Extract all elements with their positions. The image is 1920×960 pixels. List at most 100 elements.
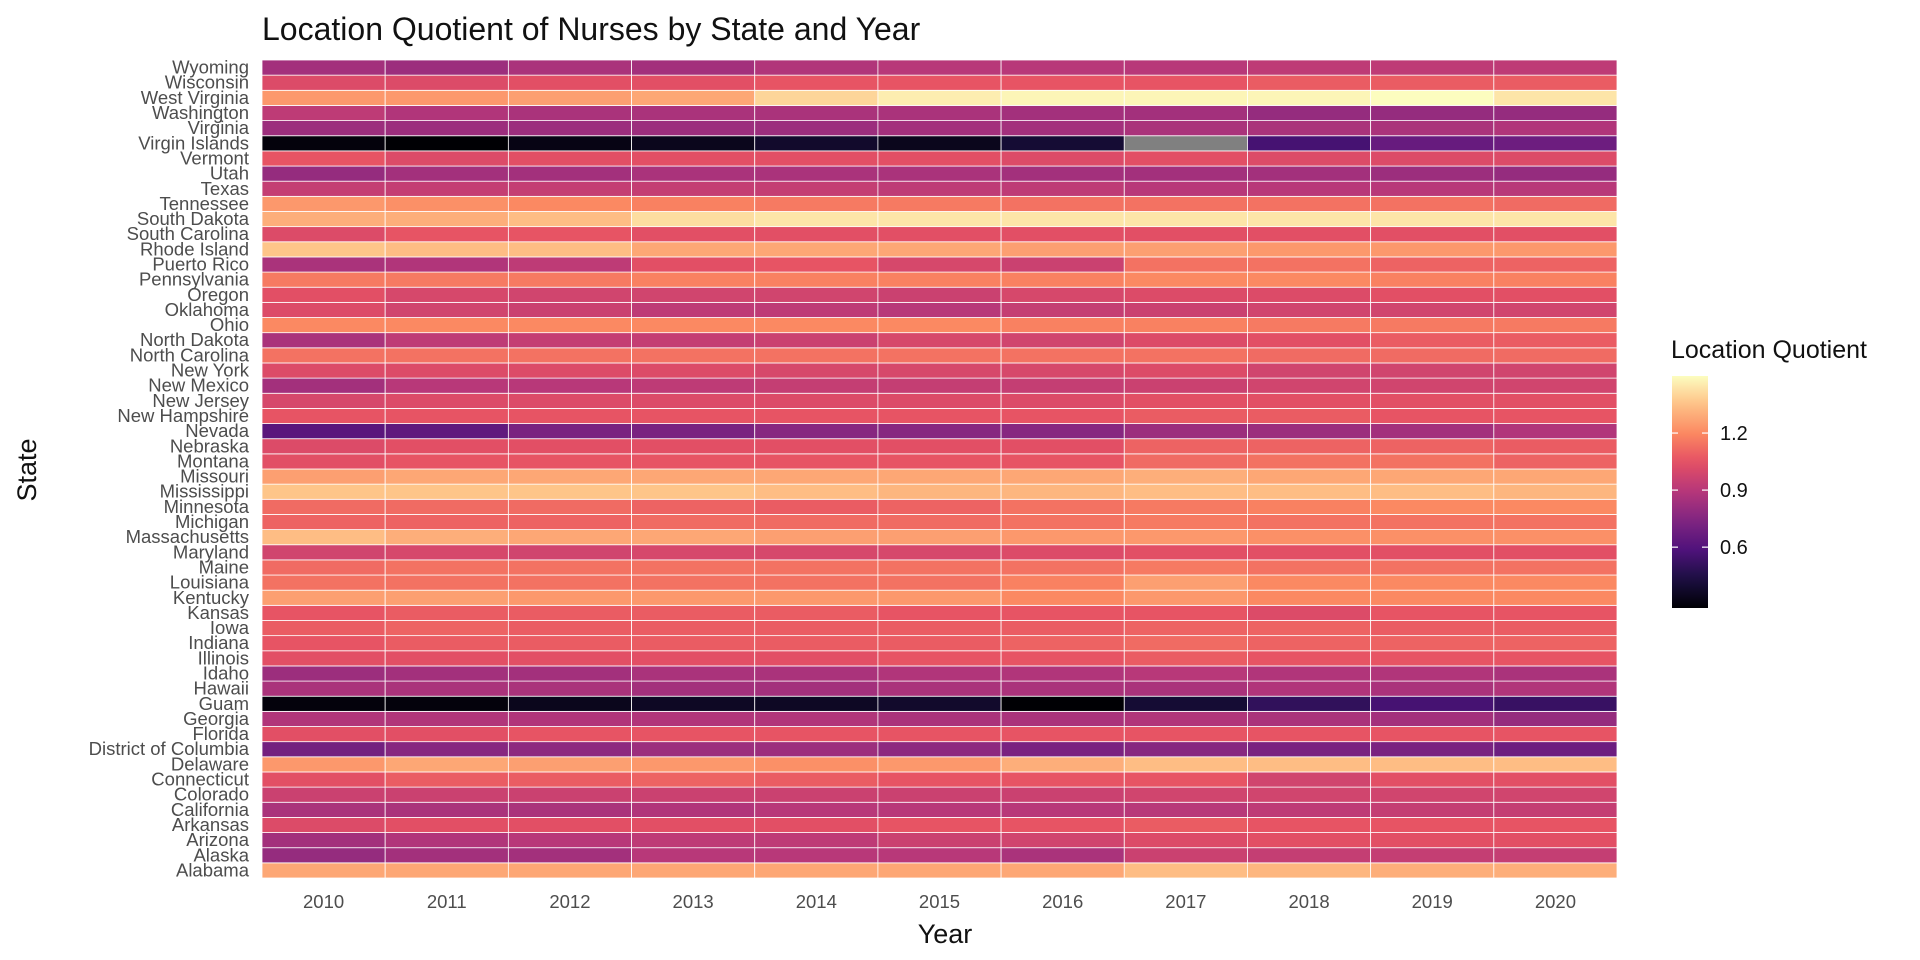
heatmap-cell (384, 195, 509, 212)
heatmap-cell (1370, 817, 1495, 833)
heatmap-cell (1493, 862, 1618, 879)
legend-title: Location Quotient (1671, 336, 1867, 364)
heatmap-cell (1493, 832, 1618, 849)
heatmap-cell (384, 529, 509, 546)
heatmap-cell (1493, 59, 1618, 76)
heatmap-cell (1123, 317, 1248, 334)
heatmap-cell (261, 438, 386, 455)
y-tick-label: Montana (177, 450, 250, 471)
heatmap-cell (1247, 453, 1372, 470)
heatmap-cell (261, 862, 386, 879)
heatmap-cell (384, 468, 509, 485)
x-tick-label: 2010 (303, 891, 344, 912)
x-tick-label: 2016 (1042, 891, 1083, 912)
y-tick-label: Maine (199, 556, 249, 577)
heatmap-cell (1370, 408, 1495, 424)
heatmap-cell (631, 862, 756, 879)
heatmap-cell (1000, 74, 1125, 91)
heatmap-cell (1493, 256, 1618, 273)
heatmap-cell (877, 468, 1002, 485)
heatmap-cell (754, 801, 879, 818)
heatmap-cell (1370, 498, 1495, 515)
heatmap-cell (1000, 786, 1125, 803)
heatmap-cell (507, 347, 632, 364)
heatmap-cell (877, 105, 1002, 121)
heatmap-cell (877, 726, 1002, 743)
heatmap-cell (1493, 438, 1618, 455)
heatmap-cell (754, 710, 879, 727)
heatmap-cell (1000, 756, 1125, 773)
heatmap-cell (631, 135, 756, 152)
heatmap-cell (261, 59, 386, 76)
heatmap-cell (1000, 832, 1125, 849)
heatmap-cell (631, 695, 756, 712)
heatmap-cell (1493, 468, 1618, 485)
heatmap-cell (261, 514, 386, 530)
heatmap-cell (1247, 256, 1372, 273)
heatmap-cell (1370, 801, 1495, 818)
heatmap-cell (877, 347, 1002, 364)
heatmap-cell (261, 650, 386, 667)
heatmap-cell (384, 362, 509, 379)
heatmap-cell (1247, 468, 1372, 485)
heatmap-cell (631, 741, 756, 758)
heatmap-cell (1123, 453, 1248, 470)
heatmap-cell (261, 347, 386, 364)
heatmap-cell (1000, 483, 1125, 500)
x-tick-label: 2015 (919, 891, 960, 912)
heatmap-cell (754, 59, 879, 76)
heatmap-cell (507, 574, 632, 591)
heatmap-cell (261, 301, 386, 318)
heatmap-cell (1247, 135, 1372, 152)
heatmap-cell (877, 317, 1002, 334)
heatmap-cell (1370, 483, 1495, 500)
heatmap-cell (1000, 514, 1125, 530)
heatmap-cell (1247, 680, 1372, 697)
heatmap-cell (1370, 756, 1495, 773)
heatmap-cell (1000, 377, 1125, 394)
heatmap-cell (877, 635, 1002, 652)
heatmap-cell (631, 817, 756, 833)
heatmap-cell (1247, 286, 1372, 303)
heatmap-cell (754, 423, 879, 440)
heatmap-cell (754, 832, 879, 849)
heatmap-cell (384, 832, 509, 849)
heatmap-cell (1370, 650, 1495, 667)
heatmap-cell (1000, 423, 1125, 440)
heatmap-cell (1000, 559, 1125, 576)
heatmap-cell (1000, 650, 1125, 667)
y-tick-label: Florida (192, 723, 249, 744)
heatmap-cell (1493, 529, 1618, 546)
heatmap-cell (877, 59, 1002, 76)
heatmap-cell (261, 286, 386, 303)
heatmap-cell (384, 726, 509, 743)
heatmap-cell (1370, 559, 1495, 576)
heatmap-cell (1493, 392, 1618, 409)
heatmap-cell (261, 241, 386, 258)
heatmap-cell (384, 741, 509, 758)
y-tick-label: Puerto Rico (152, 254, 249, 275)
heatmap-cell (1000, 847, 1125, 864)
heatmap-cell (1493, 801, 1618, 818)
heatmap-cell (261, 377, 386, 394)
y-tick-label: Alabama (176, 859, 250, 880)
heatmap-cell (631, 74, 756, 91)
heatmap-cell (877, 529, 1002, 546)
heatmap-cell (1247, 786, 1372, 803)
heatmap-cell (507, 180, 632, 197)
heatmap-cell (631, 483, 756, 500)
heatmap-cell (631, 514, 756, 530)
heatmap-cell (1370, 180, 1495, 197)
heatmap-cell (384, 256, 509, 273)
y-tick-label: South Carolina (127, 223, 250, 244)
heatmap-cell (1000, 347, 1125, 364)
y-tick-label: North Carolina (130, 344, 250, 365)
heatmap-cell (631, 453, 756, 470)
heatmap-cell (384, 589, 509, 606)
heatmap-cell (384, 756, 509, 773)
heatmap-cell (1493, 105, 1618, 121)
heatmap-cell (507, 120, 632, 137)
y-tick-label: Indiana (188, 632, 249, 653)
heatmap-cell (261, 604, 386, 621)
heatmap-cell (754, 180, 879, 197)
